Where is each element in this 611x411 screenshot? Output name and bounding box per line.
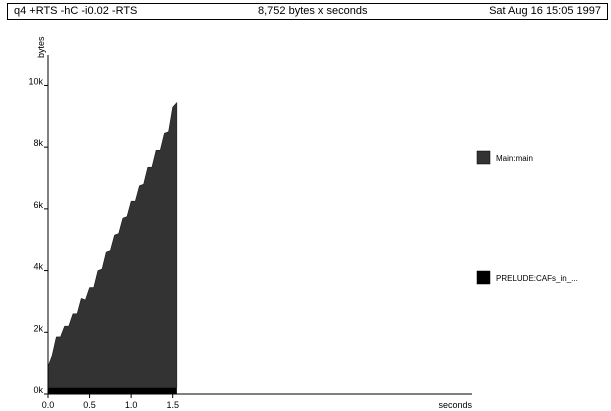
x-tick-label: 0.0 [42,400,55,410]
header-bar: q4 +RTS -hC -i0.02 -RTS 8,752 bytes x se… [7,3,608,20]
x-tick-label: 1.0 [125,400,138,410]
y-axis-label: bytes [36,36,46,58]
legend-swatch [476,270,491,285]
legend-label: Main:main [496,154,533,163]
date-text: Sat Aug 16 15:05 1997 [489,5,601,17]
y-tick-label: 4k [33,262,43,272]
y-tick-label: 8k [33,138,43,148]
x-tick-label: 1.5 [166,400,179,410]
y-tick-label: 2k [33,323,43,333]
y-tick-label: 10k [28,76,43,86]
series-area-main-main [47,101,178,389]
x-axis-label: seconds [438,400,472,410]
summary-text: 8,752 bytes x seconds [258,5,368,17]
series-area-prelude-cafs [48,387,177,394]
x-tick-label: 0.5 [83,400,96,410]
command-line: q4 +RTS -hC -i0.02 -RTS [14,5,138,17]
legend-swatch [476,150,491,165]
y-tick-label: 6k [33,200,43,210]
y-tick-label: 0k [33,385,43,395]
legend-label: PRELUDE:CAFs_in_... [496,274,578,283]
